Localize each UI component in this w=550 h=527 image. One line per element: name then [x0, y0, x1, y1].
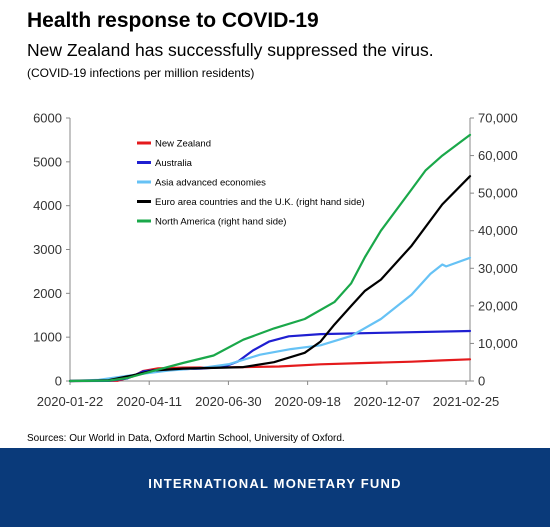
y-right-tick-label: 70,000	[478, 111, 518, 126]
y-left-tick-label: 6000	[33, 111, 62, 126]
y-left-tick-label: 4000	[33, 198, 62, 213]
line-chart: 0 1000 2000 3000 4000 5000 6000 0 10,000 20,000 30…	[33, 111, 518, 410]
x-tick-label: 2020-04-11	[116, 394, 182, 409]
chart-title: Health response to COVID-19	[27, 9, 319, 32]
x-tick-label: 2021-02-25	[433, 394, 500, 409]
footer-banner: INTERNATIONAL MONETARY FUND	[0, 448, 550, 527]
chart-units-note: (COVID-19 infections per million residen…	[27, 66, 255, 80]
x-tick-label: 2020-06-30	[195, 394, 262, 409]
legend-label: Asia advanced economies	[155, 178, 266, 189]
y-right-tick-label: 50,000	[478, 186, 518, 201]
series-line	[68, 329, 472, 383]
legend-label: New Zealand	[155, 139, 211, 150]
legend-label: North America (right hand side)	[155, 217, 286, 228]
x-tick-label: 2020-01-22	[37, 394, 104, 409]
x-tick-label: 2020-09-18	[274, 394, 341, 409]
x-tick-label: 2020-12-07	[354, 394, 421, 409]
y-right-tick-label: 20,000	[478, 298, 518, 313]
legend-label: Australia	[155, 158, 193, 169]
chart-subtitle: New Zealand has successfully suppressed …	[27, 40, 434, 60]
footer-org-name: INTERNATIONAL MONETARY FUND	[148, 476, 402, 491]
y-right-tick-label: 30,000	[478, 261, 518, 276]
y-left-tick-label: 2000	[33, 286, 62, 301]
y-right-tick-label: 0	[478, 374, 485, 389]
series-lines	[68, 133, 472, 383]
y-left-tick-label: 5000	[33, 154, 62, 169]
y-left-tick-label: 3000	[33, 242, 62, 257]
source-note: Sources: Our World in Data, Oxford Marti…	[27, 433, 345, 444]
y-left-tick-label: 0	[55, 374, 62, 389]
legend-label: Euro area countries and the U.K. (right …	[155, 197, 365, 208]
series-line	[68, 133, 472, 383]
axes: 0 1000 2000 3000 4000 5000 6000 0 10,000 20,000 30…	[33, 111, 518, 410]
y-right-tick-label: 40,000	[478, 223, 518, 238]
legend: New Zealand Australia Asia advanced econom…	[137, 139, 365, 228]
y-left-tick-label: 1000	[33, 330, 62, 345]
y-right-tick-label: 60,000	[478, 148, 518, 163]
y-right-tick-label: 10,000	[478, 336, 518, 351]
